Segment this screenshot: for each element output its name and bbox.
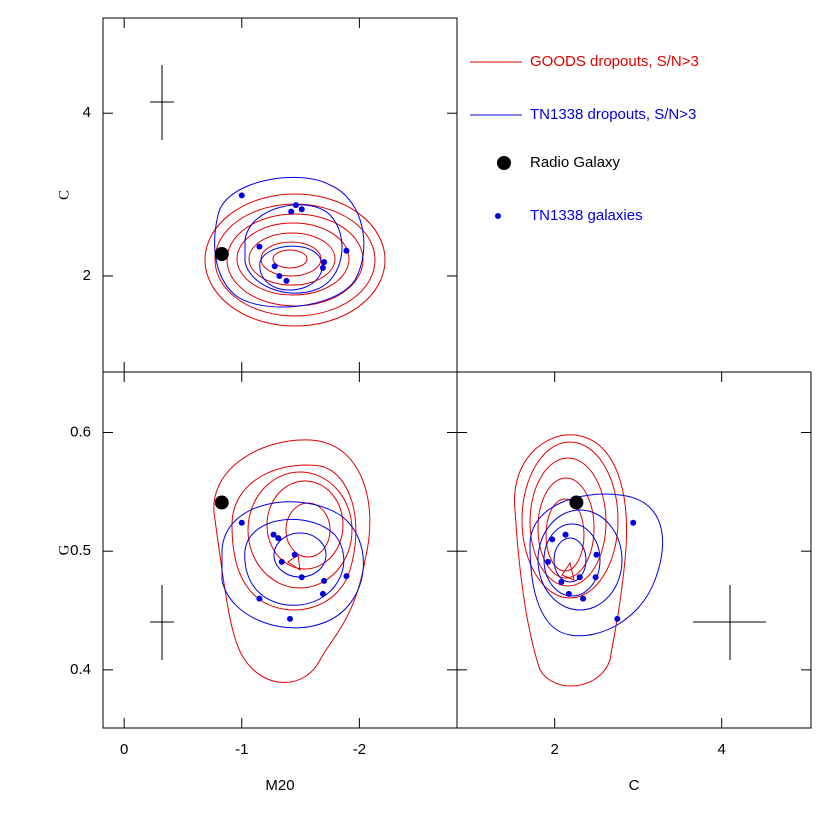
point bbox=[288, 208, 295, 215]
point bbox=[319, 264, 326, 271]
error-bars bbox=[150, 65, 766, 660]
y-tick-label: 0.5 bbox=[70, 542, 91, 559]
point bbox=[630, 519, 637, 526]
legend-label: TN1338 galaxies bbox=[530, 207, 643, 224]
contours-bottom-right bbox=[514, 434, 664, 687]
x-tick-label: -2 bbox=[353, 741, 366, 758]
legend-marker bbox=[497, 156, 511, 170]
point bbox=[614, 615, 621, 622]
point bbox=[292, 202, 299, 209]
point bbox=[214, 247, 229, 261]
point bbox=[576, 574, 583, 581]
point bbox=[558, 579, 565, 586]
point bbox=[549, 536, 556, 543]
point bbox=[270, 531, 277, 538]
point bbox=[321, 577, 328, 584]
panel-frame bbox=[102, 371, 458, 729]
y-tick-label: 2 bbox=[83, 267, 91, 284]
point bbox=[565, 590, 572, 597]
y-tick-label: 0.4 bbox=[70, 661, 91, 678]
point bbox=[343, 573, 350, 580]
point bbox=[214, 495, 229, 510]
panel-frame bbox=[456, 371, 812, 729]
point bbox=[343, 247, 350, 254]
point bbox=[298, 206, 305, 213]
contours-bottom-left bbox=[213, 439, 371, 683]
point bbox=[238, 519, 245, 526]
point bbox=[291, 551, 298, 558]
point bbox=[286, 615, 293, 622]
y-tick-label: 4 bbox=[83, 104, 91, 121]
point bbox=[276, 272, 283, 279]
point bbox=[321, 259, 328, 266]
point bbox=[319, 590, 326, 597]
y-axis-label: G bbox=[56, 544, 72, 555]
point bbox=[283, 277, 290, 284]
point bbox=[275, 535, 282, 542]
x-axis-label: C bbox=[629, 777, 640, 794]
legend-label: Radio Galaxy bbox=[530, 154, 621, 171]
point bbox=[271, 263, 278, 270]
point bbox=[298, 574, 305, 581]
point bbox=[562, 531, 569, 538]
x-axis-label: M20 bbox=[265, 777, 294, 794]
point bbox=[256, 595, 263, 602]
point bbox=[278, 558, 285, 565]
legend-label: TN1338 dropouts, S/N>3 bbox=[530, 106, 696, 123]
legend-marker bbox=[495, 213, 501, 219]
point bbox=[256, 243, 263, 250]
point bbox=[580, 595, 587, 602]
legend-label: GOODS dropouts, S/N>3 bbox=[530, 53, 699, 70]
contours-top bbox=[204, 176, 386, 327]
point bbox=[569, 495, 584, 510]
x-tick-label: 2 bbox=[551, 741, 559, 758]
point bbox=[592, 574, 599, 581]
y-tick-label: 0.6 bbox=[70, 423, 91, 440]
point bbox=[545, 558, 552, 565]
point bbox=[238, 192, 245, 199]
point bbox=[593, 551, 600, 558]
y-axis-label: C bbox=[56, 190, 72, 200]
x-tick-label: -1 bbox=[235, 741, 248, 758]
x-tick-label: 4 bbox=[717, 741, 725, 758]
x-tick-label: 0 bbox=[120, 741, 128, 758]
